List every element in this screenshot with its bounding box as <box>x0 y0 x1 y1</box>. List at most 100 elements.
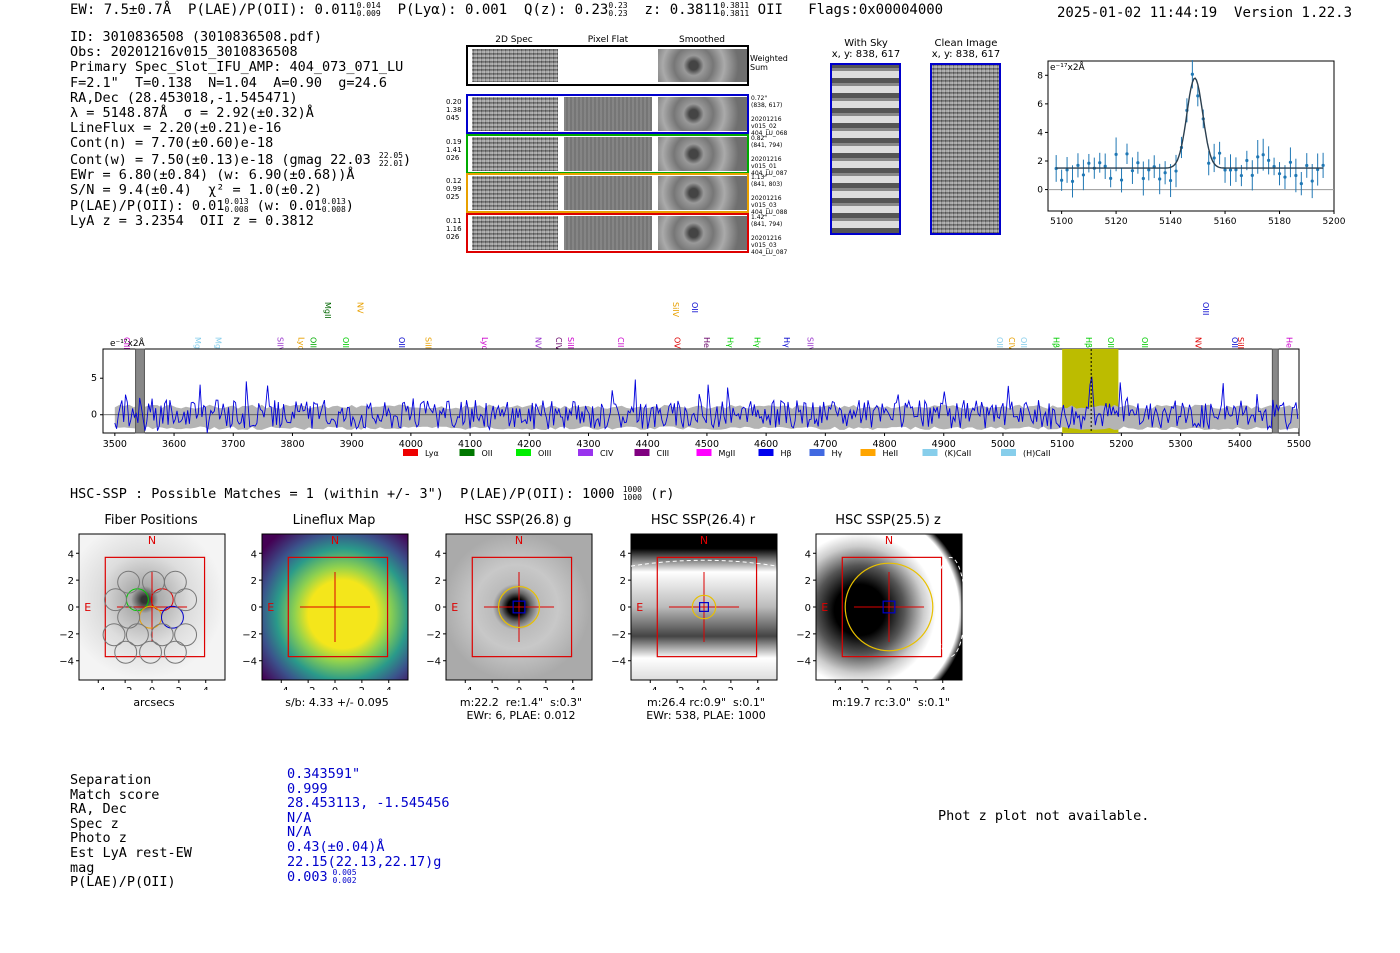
plae-bounds: 0.014 0.009 <box>357 2 381 18</box>
cutout-row-meta: 0.82" (841, 794) 20201216 v015_01 404_LU… <box>751 134 788 177</box>
line-marker-label: OIII <box>1106 337 1115 350</box>
plae-value: 0.011 <box>314 2 357 18</box>
match-label: mag <box>70 859 95 876</box>
match-values: 0.343591" 0.999 28.453113, -1.545456 N/A N/A… <box>287 767 450 885</box>
fiber-circle <box>114 640 138 664</box>
line-marker-label: OIII <box>1230 337 1239 350</box>
zoom-xtick-label: 5100 <box>1050 217 1073 227</box>
panel-ytick-label: 0 <box>68 603 74 614</box>
panel-xtick-label: −2 <box>118 686 133 690</box>
line-marker-label: CII <box>616 337 625 347</box>
search-box <box>104 556 206 658</box>
spectrum-unit: e⁻¹⁷x2Å <box>110 337 146 349</box>
col-flat-label: Pixel Flat <box>587 35 629 45</box>
panel-ytick-label: 2 <box>251 576 257 587</box>
fiber-circle <box>125 623 149 647</box>
panel-ytick-label: −4 <box>611 657 626 668</box>
legend-swatch <box>809 449 825 456</box>
match-label: Est LyA rest-EW <box>70 844 192 861</box>
zoom-ytick-label: 8 <box>1037 71 1043 81</box>
search-box <box>471 556 573 658</box>
panel-caption: m:26.4 rc:0.9" s:0.1" EWr: 538, PLAE: 10… <box>646 696 766 722</box>
search-box <box>656 556 758 658</box>
north-label: N <box>331 534 339 547</box>
weighted-flat <box>560 49 656 82</box>
panel-xtick-label: 0 <box>332 686 338 690</box>
spectrum-ytick-label: 0 <box>91 410 97 421</box>
info-lya: LyA z = 3.2354 OII z = 0.3812 <box>70 213 314 230</box>
cutout-2d <box>472 176 558 210</box>
panel-ytick-label: −4 <box>426 657 441 668</box>
zoom-point <box>1174 169 1178 173</box>
panel-xtick-label: −4 <box>643 686 658 690</box>
cutout-row-meta: 0.72" (838, 617) 20201216 v015_02 404_LU… <box>751 95 788 137</box>
zoom-point <box>1141 176 1145 181</box>
info-plae-w-lo: 0.008 <box>321 205 346 215</box>
neighbor-ellipse <box>630 559 778 567</box>
match-value: 22.15(22.13,22.17)g <box>287 853 442 870</box>
z-lo: 0.3811 <box>720 9 750 18</box>
info-primary: Primary Spec_Slot_IFU_AMP: 404_073_071_L… <box>70 59 404 76</box>
zoom-xtick-label: 5120 <box>1105 217 1128 227</box>
panel-caption: m:22.2 re:1.4" s:0.3" EWr: 6, PLAE: 0.01… <box>459 696 583 722</box>
plya-label: P(Lyα): <box>397 2 465 18</box>
panel-caption: m:19.7 rc:3.0" s:0.1" <box>832 696 950 709</box>
legend-swatch <box>578 449 593 456</box>
hsc-suffix: (r) <box>650 486 675 502</box>
panel-ytick-label: −2 <box>426 630 441 641</box>
zoom-point <box>1305 163 1309 168</box>
zoom-point <box>1125 152 1129 156</box>
line-marker-label: SIIV <box>806 337 815 353</box>
zoom-frame <box>1047 60 1335 212</box>
line-marker-label: HeII <box>1285 337 1294 353</box>
cutout-smooth <box>658 136 747 171</box>
east-label: E <box>267 601 274 614</box>
z-value: 0.3811 <box>669 2 721 18</box>
legend-swatch <box>758 449 774 456</box>
spectrum-xtick-label: 4400 <box>636 439 660 450</box>
weighted-sum-label: Weighted Sum <box>750 54 788 72</box>
zoom-point <box>1103 164 1107 168</box>
panel-xtick-label: −2 <box>301 686 316 690</box>
cutout-flat <box>564 97 652 131</box>
cutout-smooth <box>658 176 747 210</box>
info-ewr: EWr = 6.80(±0.84) (w: 6.90(±0.68))Å <box>70 166 355 183</box>
zoom-point <box>1228 168 1233 172</box>
zoom-point <box>1239 173 1243 178</box>
zoom-point <box>1158 177 1162 181</box>
panel-ytick-label: 4 <box>620 549 626 560</box>
spectrum-xtick-label: 4900 <box>932 439 956 450</box>
zoom-ytick-label: 6 <box>1037 100 1043 110</box>
east-label: E <box>636 601 643 614</box>
zoom-xtick-label: 5180 <box>1268 217 1291 227</box>
line-marker-label: NV <box>533 337 542 349</box>
weighted-sum-stamp <box>466 45 749 86</box>
ew-label: EW: <box>70 2 104 18</box>
zoom-point <box>1109 176 1113 180</box>
panel-xtick-label: −4 <box>91 686 106 690</box>
line-marker-label: Lyα <box>480 337 489 351</box>
zoom-ytick-label: 0 <box>1037 186 1043 196</box>
line-marker-label: MgII <box>323 302 332 319</box>
photz-message: Phot z plot not available. <box>938 808 1150 824</box>
info-lambda: λ = 5148.87Å σ = 2.92(±0.32)Å <box>70 105 314 122</box>
panel-ytick-label: −2 <box>59 630 74 641</box>
panel-xtick-label: 2 <box>913 686 919 690</box>
line-marker-label: OVI <box>672 337 681 351</box>
qz-value: 0.23 <box>574 2 609 18</box>
cutout-row-stats: 0.19 1.41 026 <box>446 137 462 162</box>
sky-coords: x, y: 838, 617 <box>831 49 901 60</box>
clean-header: Clean Image x, y: 838, 617 <box>926 38 1006 60</box>
panel-xtick-label: 4 <box>940 686 946 690</box>
panel-ytick-label: 0 <box>805 603 811 614</box>
panel-caption: arcsecs <box>133 696 175 709</box>
panel-image: N E −4 −2 0 2 4 4 2 0 −2 −4 <box>426 533 593 690</box>
qz-lo: 0.23 <box>608 9 628 18</box>
line-marker-label: SiII <box>424 337 433 349</box>
line-legend: Lyα OII OIII CIV CIII MgII Hβ Hγ HeII (K)CaII (H)C… <box>403 449 1050 458</box>
spectrum-xtick-label: 4600 <box>754 439 778 450</box>
legend-label: CIII <box>657 449 670 458</box>
flags: Flags:0x00004000 <box>808 2 944 18</box>
z-hi: 0.3811 <box>720 1 750 10</box>
